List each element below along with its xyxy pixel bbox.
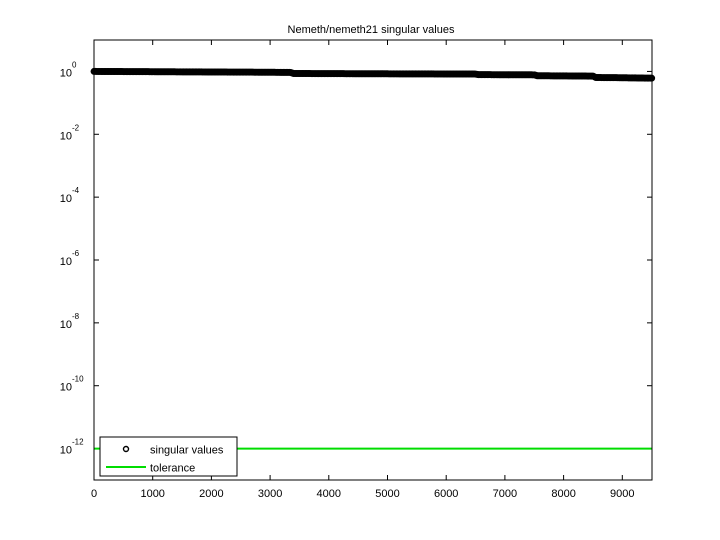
axis-ticks — [93, 40, 652, 480]
y-tick-label-exponent: -6 — [72, 249, 80, 258]
y-tick-label-base: 10 — [60, 382, 72, 394]
y-tick-label-exponent: -12 — [72, 438, 84, 447]
legend: singular values tolerance — [99, 436, 238, 477]
legend-box — [99, 436, 238, 477]
plot-area — [94, 40, 652, 480]
y-tick-label-exponent: 0 — [72, 60, 77, 69]
y-tick-label-exponent: -8 — [72, 312, 80, 321]
x-tick-label: 2000 — [199, 488, 223, 500]
y-tick-label-base: 10 — [60, 67, 72, 79]
y-tick-label-exponent: -4 — [72, 186, 80, 195]
y-tick-label: 10-8 — [60, 312, 80, 331]
plot-frame — [93, 39, 653, 481]
y-tick-label: 10-10 — [60, 375, 84, 394]
singular-values-series — [90, 67, 656, 82]
y-tick-label: 10-6 — [60, 249, 80, 268]
y-tick-label-base: 10 — [60, 193, 72, 205]
x-tick-label: 6000 — [434, 488, 458, 500]
x-tick-label: 9000 — [610, 488, 634, 500]
x-tick-label: 8000 — [551, 488, 575, 500]
legend-label-singular-values: singular values — [150, 445, 224, 457]
y-tick-label: 10-12 — [60, 438, 84, 457]
chart-title: Nemeth/nemeth21 singular values — [288, 24, 455, 36]
y-tick-label: 100 — [60, 60, 77, 79]
x-tick-label: 4000 — [317, 488, 341, 500]
x-tick-label: 7000 — [493, 488, 517, 500]
x-tick-label: 3000 — [258, 488, 282, 500]
y-tick-label-base: 10 — [60, 319, 72, 331]
y-tick-label: 10-4 — [60, 186, 80, 205]
y-tick-label-exponent: -10 — [72, 375, 84, 384]
axis-tick-labels: 0 1000 2000 3000 4000 5000 6000 7000 8000 9000100… — [60, 60, 635, 500]
y-tick-label-base: 10 — [60, 256, 72, 268]
legend-marker-singular-values — [122, 445, 130, 453]
x-tick-label: 5000 — [375, 488, 399, 500]
y-tick-label-base: 10 — [60, 130, 72, 142]
x-tick-label: 0 — [91, 488, 97, 500]
y-tick-label: 10-2 — [60, 123, 80, 142]
x-tick-label: 1000 — [140, 488, 164, 500]
y-tick-label-exponent: -2 — [72, 123, 80, 132]
y-tick-label-base: 10 — [60, 445, 72, 457]
legend-label-tolerance: tolerance — [150, 463, 195, 475]
